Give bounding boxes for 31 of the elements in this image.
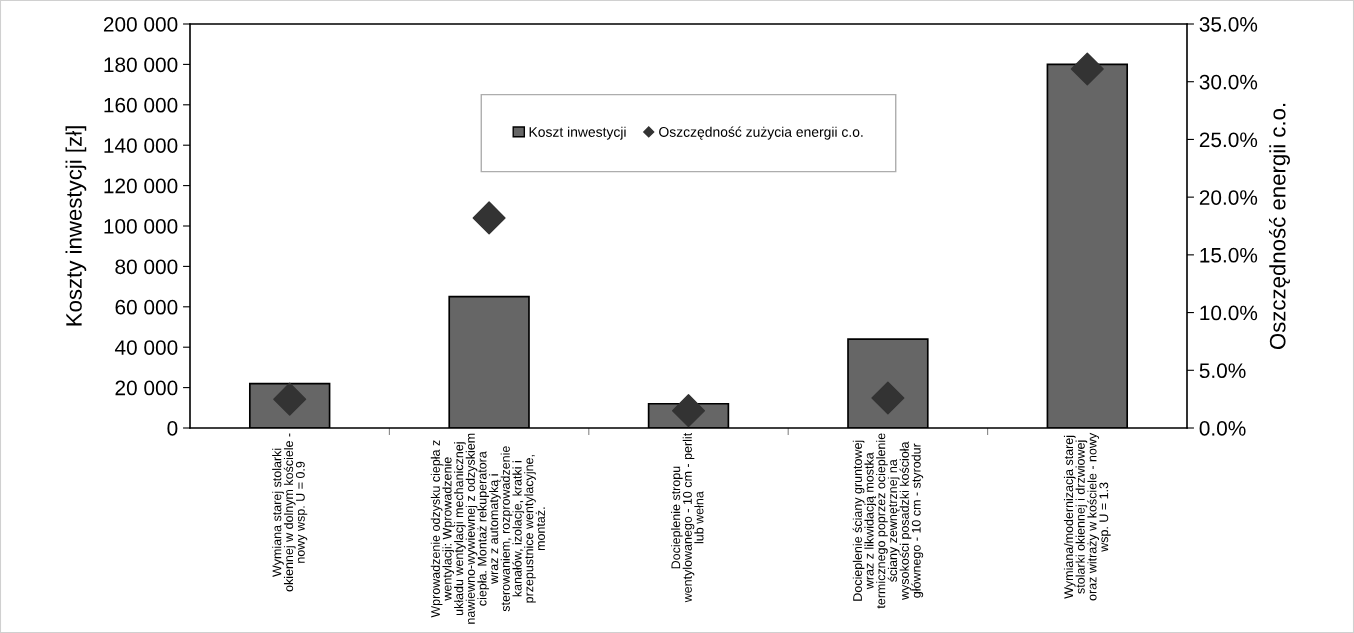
y2-tick-label: 15.0% xyxy=(1200,247,1258,263)
y2-tick-label: 35.0% xyxy=(1199,17,1258,32)
point xyxy=(671,394,706,428)
y-tick-label: 200 000 xyxy=(103,17,178,32)
y-tick-label: 60 000 xyxy=(115,299,178,315)
y-tick-label: 180 000 xyxy=(104,57,178,73)
y-tick-label: 100 000 xyxy=(104,219,178,234)
y-tick-label: 80 000 xyxy=(115,259,178,275)
y-tick-label: 140 000 xyxy=(104,138,178,153)
y-tick-label: 20 000 xyxy=(115,380,178,396)
x-tick-label: Wymiana/modernizacja starej stolarki okiennej i drzwiowej oraz witraży w kościele - nowy wsp. U = 1.3 xyxy=(1063,432,1111,601)
y2-tick-label: 10.0% xyxy=(1200,305,1258,321)
x-tick-label: Docieplenie ściany gruntowej wraz z likwidacją mostka termicznego poprzez ocieplenie ściany zewnętrznej na wysokości posadzki kościoła głównego - 10 cm - styrodur xyxy=(852,433,924,609)
y2-tick-label: 5.0% xyxy=(1199,363,1246,379)
y2-axis-title: Oszczędność energii c.o. xyxy=(1268,103,1290,350)
y-tick-label: 40 000 xyxy=(114,340,178,355)
y2-tick-label: 20.0% xyxy=(1199,190,1258,205)
x-tick-label: Wymiana starej stolarki okiennej w dolnym kościele - nowy wsp. U = 0.9 xyxy=(272,433,308,592)
legend-label: Koszt inwestycji xyxy=(529,126,626,140)
y2-tick-label: 0.0% xyxy=(1199,421,1246,436)
point xyxy=(472,201,506,235)
y-tick-label: 120 000 xyxy=(104,178,178,194)
point xyxy=(1070,52,1104,86)
y-axis-title: Koszty inwestycji [zł] xyxy=(65,126,87,326)
y-tick-label: 0 xyxy=(167,421,178,436)
y2-tick-label: 25.0% xyxy=(1199,132,1258,148)
x-tick-label: Docieplenie stropu wentylowanego - 10 cm - perlit lub wełna xyxy=(671,432,704,603)
category-label: Wprowadzenie odzysku ciepła z wentylacji: Wprowadzenie układu wentylacji mechanicznej nawiewno-wywiewnej z odzyskiem ciepła. Montaż rekuperatora wraz z automatyką i sterowaniem, rozprowadzenie kanałów, izolacje, kratki i przepustnice wentylacyjne, montaż. xyxy=(430,433,545,624)
y-tick-label: 160 000 xyxy=(104,97,178,113)
y2-tick-label: 30.0% xyxy=(1199,74,1258,90)
legend-label: Oszczędność zużycia energii c.o. xyxy=(659,126,863,140)
